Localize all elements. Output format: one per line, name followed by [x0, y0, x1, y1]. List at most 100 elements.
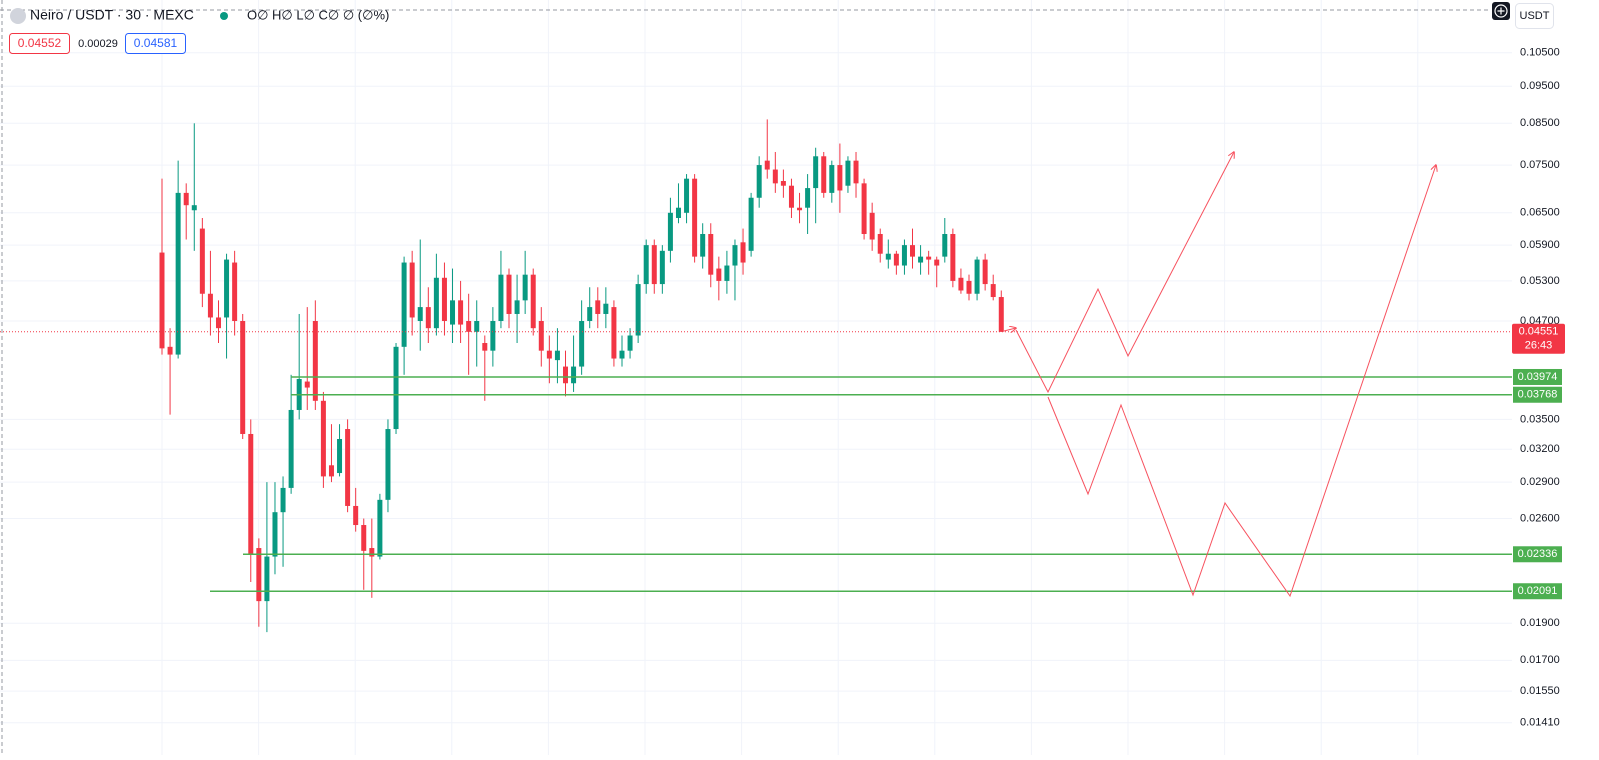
- candle-body: [619, 350, 625, 359]
- last-price-bg: [1512, 323, 1565, 354]
- price-axis: 0.10500 0.09500 0.08500 0.07500 0.06500 0.059…: [1512, 0, 1599, 755]
- candle-body: [603, 303, 609, 314]
- candle-body: [401, 262, 407, 347]
- candle-body: [918, 256, 924, 263]
- candle-body: [320, 400, 326, 477]
- candle-body: [272, 512, 278, 557]
- candle-body: [466, 320, 472, 332]
- candle-body: [797, 207, 803, 211]
- candle-body: [337, 438, 343, 474]
- candle-body: [159, 252, 165, 349]
- level-label-bg: [1513, 368, 1562, 385]
- candle-body: [256, 548, 262, 602]
- candle-body: [563, 366, 568, 384]
- y-tick-label: 0.02600: [1520, 512, 1560, 524]
- candle-body: [982, 259, 988, 285]
- candle-body: [554, 350, 560, 361]
- y-tick-label: 0.05300: [1520, 275, 1560, 287]
- candle-body: [474, 320, 480, 332]
- candle-body: [240, 320, 246, 434]
- currency-button[interactable]: [1515, 3, 1554, 29]
- candle-body: [974, 259, 980, 294]
- level-label: 0.03974: [1518, 371, 1558, 383]
- candle-body: [950, 234, 956, 281]
- candle-body: [506, 274, 512, 314]
- candle-body: [224, 259, 230, 318]
- candle-body: [692, 178, 698, 257]
- candle-body: [845, 160, 851, 186]
- level-label-bg: [1513, 583, 1562, 600]
- candle-body: [546, 350, 552, 359]
- market-status[interactable]: [220, 12, 228, 20]
- candle-body: [530, 274, 536, 329]
- candle-body: [926, 256, 932, 260]
- candle-body: [280, 487, 286, 513]
- candle-body: [667, 212, 673, 251]
- candles: [159, 119, 1004, 633]
- candle-body: [627, 335, 633, 351]
- candle-body: [942, 234, 948, 257]
- candle-body: [417, 307, 423, 321]
- y-tick-label: 0.08500: [1520, 117, 1560, 129]
- candle-body: [990, 284, 996, 298]
- bid-price: 0.04552: [18, 36, 62, 50]
- candle-body: [167, 346, 173, 355]
- candle-body: [869, 212, 875, 240]
- ask-box[interactable]: [125, 33, 186, 54]
- candle-body: [450, 300, 456, 325]
- candle-body: [893, 253, 899, 266]
- add-icon: [1497, 7, 1505, 15]
- candle-body: [288, 409, 294, 488]
- symbol-icon: [10, 8, 26, 24]
- candle-body: [740, 242, 746, 263]
- y-tick-label: 0.03500: [1520, 413, 1560, 425]
- candle-body: [433, 277, 439, 329]
- candle-body: [514, 300, 520, 314]
- candle-body: [635, 284, 641, 336]
- header: Neiro / USDT · 30 · MEXC O∅ H∅ L∅ C∅ ∅ (…: [9, 7, 389, 54]
- candle-body: [498, 274, 504, 321]
- y-tick-label: 0.01410: [1520, 717, 1560, 729]
- candle-body: [675, 207, 681, 218]
- horizontal-grid: [0, 52, 1512, 724]
- y-tick-label: 0.06500: [1520, 207, 1560, 219]
- projection-path: [1015, 152, 1234, 394]
- candle-body: [312, 320, 318, 401]
- y-tick-label: 0.05900: [1520, 239, 1560, 251]
- level-label-bg: [1513, 546, 1562, 563]
- projection-drawing: [1003, 152, 1436, 598]
- candle-body: [837, 165, 843, 191]
- candle-body: [191, 205, 197, 211]
- candle-body: [716, 268, 722, 281]
- y-tick-label: 0.01900: [1520, 617, 1560, 629]
- candle-body: [813, 156, 819, 189]
- level-label-bg: [1513, 386, 1562, 403]
- candle-body: [934, 259, 940, 266]
- currency-label: USDT: [1520, 10, 1550, 22]
- y-tick-label: 0.02900: [1520, 476, 1560, 488]
- candle-body: [708, 234, 714, 275]
- candle-body: [805, 188, 811, 208]
- ask-price: 0.04581: [134, 36, 178, 50]
- bid-box[interactable]: [9, 33, 70, 54]
- candle-body: [264, 556, 270, 602]
- candle-body: [393, 346, 399, 430]
- candle-body: [821, 156, 827, 193]
- candle-body: [207, 293, 213, 318]
- level-label: 0.02336: [1518, 548, 1558, 560]
- y-tick-label: 0.10500: [1520, 47, 1560, 59]
- candle-body: [377, 499, 383, 557]
- countdown: 26:43: [1525, 340, 1553, 352]
- candle-body: [780, 181, 786, 186]
- candle-body: [579, 320, 585, 367]
- candle-body: [345, 429, 351, 506]
- symbol-title: Neiro / USDT · 30 · MEXC: [30, 7, 194, 23]
- candle-body: [175, 192, 181, 355]
- candle-body: [369, 548, 375, 557]
- last-price-label: 0.04551: [1519, 326, 1559, 338]
- candle-body: [328, 465, 334, 477]
- candle-body: [538, 320, 544, 351]
- candle-body: [885, 253, 891, 260]
